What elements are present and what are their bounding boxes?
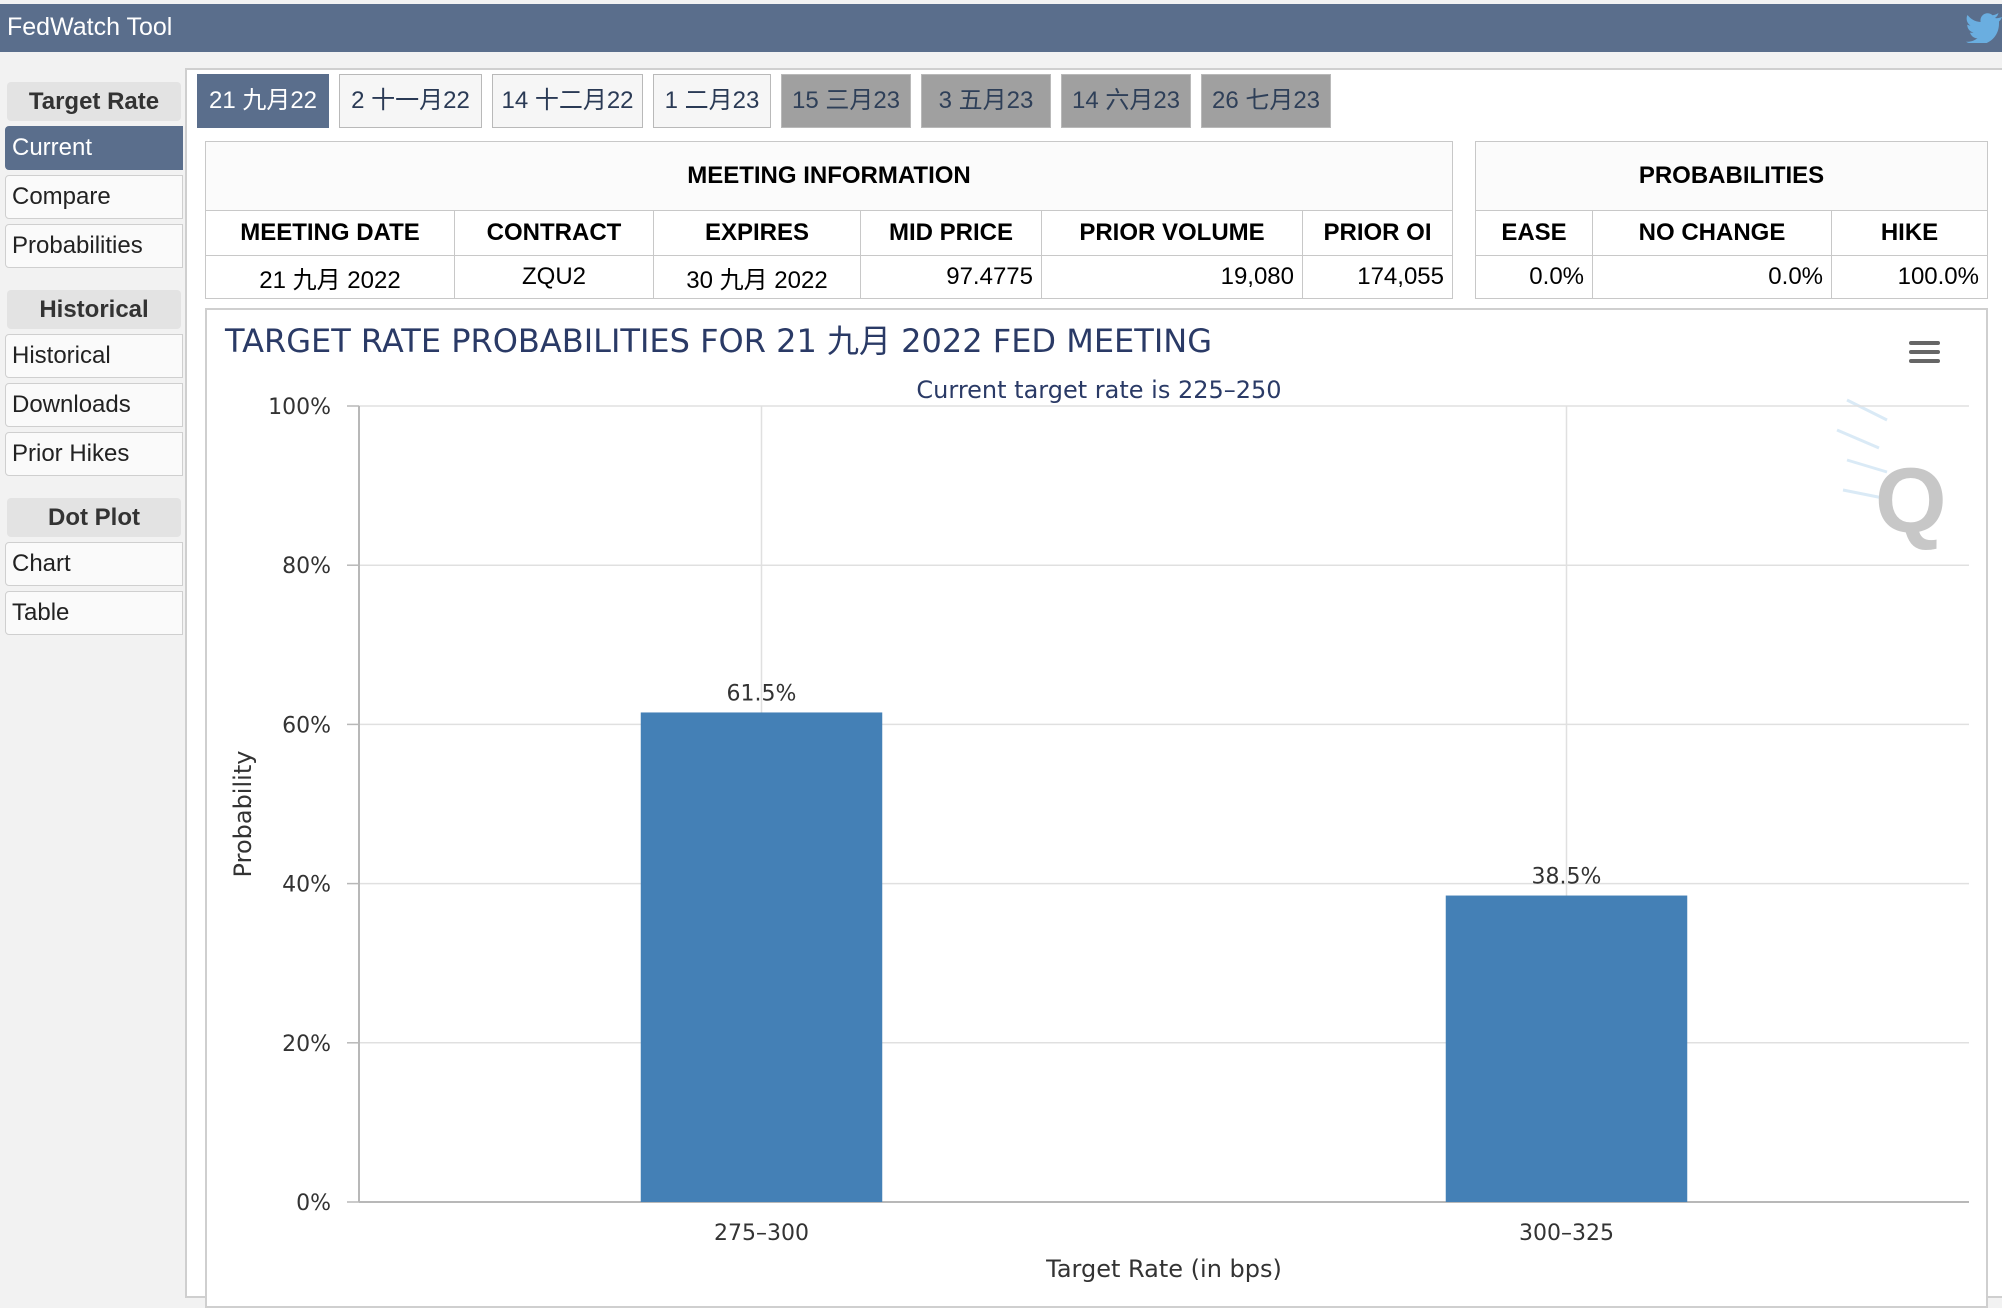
meeting-information-table: MEETING INFORMATION MEETING DATE CONTRAC… (205, 141, 1453, 299)
col-meeting-date: MEETING DATE (205, 210, 455, 256)
meeting-tab[interactable]: 14 十二月22 (492, 74, 643, 128)
col-prior-volume: PRIOR VOLUME (1041, 210, 1303, 256)
meeting-tab[interactable]: 26 七月23 (1201, 74, 1331, 128)
meeting-tab[interactable]: 2 十一月22 (339, 74, 482, 128)
x-axis-label: Target Rate (in bps) (1045, 1255, 1282, 1283)
bar-data-label: 61.5% (727, 681, 797, 706)
y-tick-label: 100% (268, 395, 331, 420)
sidebar-item-chart[interactable]: Chart (5, 542, 183, 586)
x-tick-label: 300–325 (1519, 1221, 1614, 1246)
col-no-change: NO CHANGE (1592, 210, 1832, 256)
meeting-tab[interactable]: 21 九月22 (197, 74, 329, 128)
sidebar: Target Rate Current Compare Probabilities Hi… (5, 82, 185, 635)
y-axis-label: Probability (229, 751, 257, 878)
app-title: FedWatch Tool (7, 13, 173, 41)
svg-text:Q: Q (1875, 450, 1947, 552)
y-tick-label: 20% (282, 1032, 331, 1057)
y-tick-label: 80% (282, 554, 331, 579)
prior-oi-value: 174,055 (1302, 255, 1453, 299)
x-tick-label: 275–300 (714, 1221, 809, 1246)
sidebar-heading-dot-plot: Dot Plot (7, 498, 181, 537)
hamburger-menu-icon[interactable] (1907, 338, 1941, 372)
bar-chart: TARGET RATE PROBABILITIES FOR 21 九月 2022… (224, 322, 1969, 1283)
meeting-date-value: 21 九月 2022 (205, 255, 455, 299)
col-contract: CONTRACT (454, 210, 654, 256)
sidebar-item-probabilities[interactable]: Probabilities (5, 224, 183, 268)
sidebar-heading-historical: Historical (7, 290, 181, 329)
q-logo-icon: Q (1836, 398, 1947, 552)
hike-value: 100.0% (1831, 255, 1988, 299)
bar-data-label: 38.5% (1532, 865, 1602, 890)
bar-300–325[interactable] (1445, 895, 1688, 1202)
probabilities-caption: PROBABILITIES (1475, 141, 1988, 211)
chart-title: TARGET RATE PROBABILITIES FOR 21 九月 2022… (224, 322, 1212, 360)
bar-data-labels: 61.5% 38.5% (727, 681, 1602, 889)
meeting-tab[interactable]: 1 二月23 (653, 74, 771, 128)
meeting-tab[interactable]: 14 六月23 (1061, 74, 1191, 128)
sidebar-item-table[interactable]: Table (5, 591, 183, 635)
meeting-tab[interactable]: 15 三月23 (781, 74, 911, 128)
contract-value: ZQU2 (454, 255, 654, 299)
no-change-value: 0.0% (1592, 255, 1832, 299)
y-tick-label: 0% (296, 1191, 331, 1216)
sidebar-item-compare[interactable]: Compare (5, 175, 183, 219)
twitter-icon[interactable] (1966, 13, 2002, 43)
sidebar-heading-target-rate: Target Rate (7, 82, 181, 121)
chart-subtitle: Current target rate is 225–250 (916, 376, 1281, 404)
probabilities-table: PROBABILITIES EASE NO CHANGE HIKE 0.0% 0… (1475, 141, 1988, 299)
expires-value: 30 九月 2022 (653, 255, 861, 299)
col-expires: EXPIRES (653, 210, 861, 256)
sidebar-item-historical[interactable]: Historical (5, 334, 183, 378)
app-title-bar: FedWatch Tool (0, 4, 2002, 52)
col-prior-oi: PRIOR OI (1302, 210, 1453, 256)
x-tick-labels: 275–300 300–325 (714, 1221, 1614, 1246)
col-ease: EASE (1475, 210, 1593, 256)
meeting-info-caption: MEETING INFORMATION (205, 141, 1453, 211)
sidebar-item-current[interactable]: Current (5, 126, 183, 170)
sidebar-item-downloads[interactable]: Downloads (5, 383, 183, 427)
meeting-tab[interactable]: 3 五月23 (921, 74, 1051, 128)
bar-275–300[interactable] (640, 712, 883, 1202)
col-hike: HIKE (1831, 210, 1988, 256)
y-gridlines (347, 405, 1969, 1203)
y-tick-labels: 0% 20% 40% 60% 80% 100% (268, 395, 331, 1216)
bars (640, 712, 1688, 1202)
y-tick-label: 40% (282, 873, 331, 898)
sidebar-item-prior-hikes[interactable]: Prior Hikes (5, 432, 183, 476)
y-tick-label: 60% (282, 713, 331, 738)
mid-price-value: 97.4775 (860, 255, 1042, 299)
chart-container: TARGET RATE PROBABILITIES FOR 21 九月 2022… (205, 308, 1988, 1308)
ease-value: 0.0% (1475, 255, 1593, 299)
prior-volume-value: 19,080 (1041, 255, 1303, 299)
col-mid-price: MID PRICE (860, 210, 1042, 256)
